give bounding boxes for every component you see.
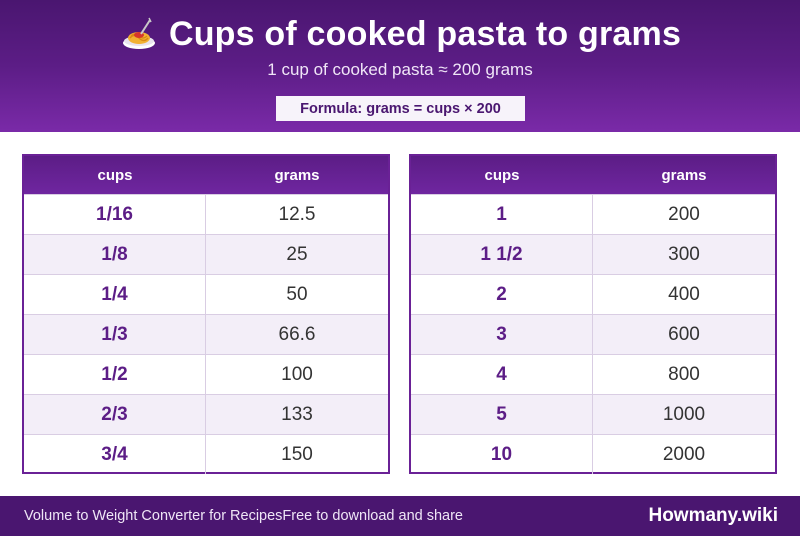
- table-row: 1/8 25: [24, 234, 388, 274]
- cups-cell: 1 1/2: [411, 235, 593, 274]
- footer-tagline: Volume to Weight Converter for RecipesFr…: [24, 508, 464, 524]
- formula-badge: Formula: grams = cups × 200: [276, 96, 525, 121]
- cups-cell: 1/3: [24, 315, 206, 354]
- table-row: 10 2000: [411, 434, 775, 474]
- conversion-table-small: cups grams 1/16 12.5 1/8 25 1/4 50 1/3 6…: [22, 154, 390, 474]
- table-row: 1/16 12.5: [24, 194, 388, 234]
- cups-cell: 1/4: [24, 275, 206, 314]
- grams-cell: 50: [286, 283, 308, 305]
- cups-cell: 2/3: [24, 395, 206, 434]
- grams-cell: 800: [668, 363, 700, 385]
- cups-cell: 1/8: [24, 235, 206, 274]
- header-banner: Cups of cooked pasta to grams 1 cup of c…: [0, 0, 800, 132]
- cups-cell: 1/2: [24, 355, 206, 394]
- table-row: 4 800: [411, 354, 775, 394]
- grams-cell: 25: [286, 243, 308, 265]
- grams-cell: 1000: [662, 403, 706, 425]
- table-row: 3/4 150: [24, 434, 388, 474]
- grams-cell: 150: [281, 443, 313, 465]
- table-row: 1/3 66.6: [24, 314, 388, 354]
- table-header: cups grams: [411, 156, 775, 194]
- table-row: 5 1000: [411, 394, 775, 434]
- column-header-grams: grams: [274, 166, 320, 184]
- cups-cell: 5: [411, 395, 593, 434]
- conversion-table-large: cups grams 1 200 1 1/2 300 2 400 3 600 4…: [409, 154, 777, 474]
- footer-brand-link[interactable]: Howmany.wiki: [648, 505, 778, 526]
- cups-cell: 10: [411, 435, 593, 474]
- grams-cell: 2000: [662, 443, 706, 465]
- table-row: 2 400: [411, 274, 775, 314]
- cups-cell: 1/16: [24, 195, 206, 234]
- grams-cell: 66.6: [278, 323, 316, 345]
- page-title: Cups of cooked pasta to grams: [168, 14, 682, 53]
- cups-cell: 4: [411, 355, 593, 394]
- grams-cell: 100: [281, 363, 313, 385]
- cups-cell: 2: [411, 275, 593, 314]
- title-row: Cups of cooked pasta to grams: [0, 14, 800, 54]
- grams-cell: 600: [668, 323, 700, 345]
- table-row: 1/2 100: [24, 354, 388, 394]
- column-header-grams: grams: [661, 166, 707, 184]
- grams-cell: 12.5: [278, 203, 316, 225]
- page-subtitle: 1 cup of cooked pasta ≈ 200 grams: [267, 60, 533, 79]
- table-row: 2/3 133: [24, 394, 388, 434]
- table-row: 1/4 50: [24, 274, 388, 314]
- cups-cell: 1: [411, 195, 593, 234]
- cups-cell: 3: [411, 315, 593, 354]
- column-header-cups: cups: [97, 166, 133, 184]
- spaghetti-icon: [119, 14, 159, 54]
- cups-cell: 3/4: [24, 435, 206, 474]
- grams-cell: 200: [668, 203, 700, 225]
- footer-bar: Volume to Weight Converter for RecipesFr…: [0, 496, 800, 536]
- grams-cell: 400: [668, 283, 700, 305]
- table-row: 1 200: [411, 194, 775, 234]
- grams-cell: 133: [281, 403, 313, 425]
- column-header-cups: cups: [484, 166, 520, 184]
- grams-cell: 300: [668, 243, 700, 265]
- table-row: 3 600: [411, 314, 775, 354]
- table-row: 1 1/2 300: [411, 234, 775, 274]
- table-header: cups grams: [24, 156, 388, 194]
